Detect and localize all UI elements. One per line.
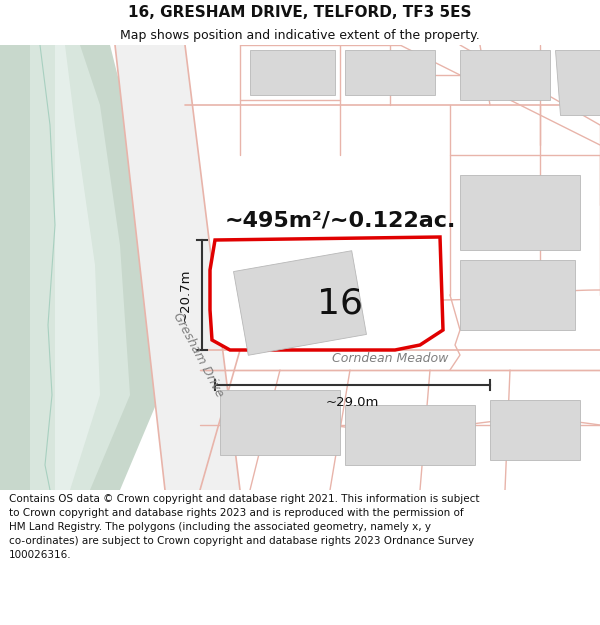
Polygon shape <box>55 45 100 490</box>
Bar <box>345 50 435 95</box>
Bar <box>460 260 575 330</box>
Bar <box>460 175 580 250</box>
Text: ~495m²/~0.122ac.: ~495m²/~0.122ac. <box>224 210 455 230</box>
Text: Corndean Meadow: Corndean Meadow <box>332 352 448 366</box>
Text: Gresham Drive: Gresham Drive <box>170 311 226 399</box>
Bar <box>220 390 340 455</box>
Text: Map shows position and indicative extent of the property.: Map shows position and indicative extent… <box>120 29 480 42</box>
Text: ~20.7m: ~20.7m <box>179 268 192 322</box>
Text: 16, GRESHAM DRIVE, TELFORD, TF3 5ES: 16, GRESHAM DRIVE, TELFORD, TF3 5ES <box>128 5 472 20</box>
Bar <box>345 405 475 465</box>
Polygon shape <box>210 237 443 350</box>
Text: 16: 16 <box>317 286 363 320</box>
Polygon shape <box>233 251 367 355</box>
Bar <box>250 50 335 95</box>
Polygon shape <box>555 50 600 115</box>
Polygon shape <box>460 50 550 100</box>
Polygon shape <box>0 45 160 490</box>
Bar <box>490 400 580 460</box>
Polygon shape <box>115 45 240 490</box>
Text: ~29.0m: ~29.0m <box>326 396 379 409</box>
Text: Contains OS data © Crown copyright and database right 2021. This information is : Contains OS data © Crown copyright and d… <box>9 494 479 560</box>
Polygon shape <box>30 45 130 490</box>
